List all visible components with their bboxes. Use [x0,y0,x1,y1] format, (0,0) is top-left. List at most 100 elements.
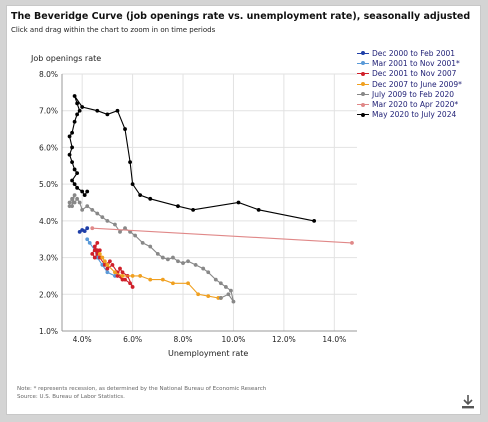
data-point [72,119,77,124]
data-point [67,200,72,205]
data-point [80,207,85,212]
data-point [70,145,74,150]
data-point [72,182,77,187]
legend-item[interactable]: May 2020 to July 2024 [357,110,462,120]
data-point [100,215,105,220]
data-point [176,259,180,264]
legend-item[interactable]: Dec 2000 to Feb 2001 [357,48,462,58]
x-tick-label: 14.0% [322,335,346,344]
data-point [120,274,125,278]
legend-swatch [357,81,369,88]
data-point [128,160,132,165]
legend-item[interactable]: Dec 2001 to Nov 2007 [357,69,462,79]
series-line-5 [92,227,353,244]
x-tick-label: 4.0% [73,335,92,344]
y-tick-label: 3.0% [39,254,58,263]
chart-subtitle: Click and drag within the chart to zoom … [11,26,216,34]
legend-swatch [357,101,369,108]
chart-legend[interactable]: Dec 2000 to Feb 2001 Mar 2001 to Nov 2001… [357,48,462,120]
data-point [115,274,120,278]
data-point [130,285,135,289]
data-point [171,281,175,286]
data-point [148,244,153,249]
data-point [92,255,97,260]
data-point [82,193,87,198]
data-point [95,108,100,113]
data-point [85,189,90,194]
data-point [70,160,74,165]
legend-label: Dec 2000 to Feb 2001 [372,48,456,58]
data-point [82,229,87,234]
y-axis-label: Job openings rate [31,54,102,63]
data-point [72,167,77,172]
data-point [95,240,100,245]
legend-swatch [357,60,369,67]
data-point [85,237,90,242]
data-point [218,296,223,300]
legend-swatch [357,50,369,57]
x-tick-label: 6.0% [123,335,142,344]
data-point [312,218,317,223]
download-icon[interactable] [461,394,475,410]
data-point [226,292,231,297]
x-tick-label: 10.0% [222,335,246,344]
chart-panel [6,5,481,415]
data-point [105,218,110,223]
data-point [113,270,117,275]
data-point [256,207,261,212]
data-point [92,244,97,249]
data-point [105,112,110,117]
series-line-3 [99,253,221,299]
source-note: Source: U.S. Bureau of Labor Statistics. [17,394,125,400]
y-tick-label: 2.0% [39,290,58,299]
data-point [223,285,228,289]
data-point [196,292,201,297]
data-point [231,299,236,304]
data-point [160,255,165,260]
legend-label: Dec 2007 to June 2009* [372,79,462,89]
data-point [186,259,190,264]
data-point [120,277,125,282]
data-point [138,193,143,198]
y-tick-label: 5.0% [39,180,58,189]
data-point [108,259,112,264]
data-point [97,252,102,256]
legend-item[interactable]: Mar 2001 to Nov 2001* [357,58,462,68]
y-tick-label: 1.0% [39,327,58,336]
legend-item[interactable]: Dec 2007 to June 2009* [357,79,462,89]
recession-note: Note: * represents recession, as determi… [17,386,267,392]
data-point [155,252,160,256]
data-point [85,226,90,231]
data-point [72,200,77,205]
legend-item[interactable]: July 2009 to Feb 2020 [357,89,462,99]
data-point [128,281,132,286]
data-point [110,263,115,267]
x-axis-label: Unemployment rate [168,349,249,358]
data-point [148,196,153,201]
data-point [123,127,127,131]
legend-label: July 2009 to Feb 2020 [372,89,455,99]
legend-swatch [357,91,369,98]
data-point [105,266,110,271]
data-point [80,189,85,194]
data-point [130,182,135,187]
data-point [75,196,80,201]
data-point [191,207,196,212]
data-point [218,281,223,286]
data-point [95,211,100,216]
data-point [90,207,95,212]
data-point [206,270,211,275]
data-point [90,226,95,231]
data-point [140,240,145,245]
data-point [97,248,102,253]
data-point [72,193,77,198]
data-point [213,277,218,282]
data-point [229,288,233,293]
data-point [105,263,110,267]
data-point [77,108,82,113]
data-point [201,266,206,271]
x-tick-label: 12.0% [272,335,296,344]
y-tick-label: 4.0% [39,217,58,226]
legend-item[interactable]: Mar 2020 to Apr 2020* [357,99,462,109]
